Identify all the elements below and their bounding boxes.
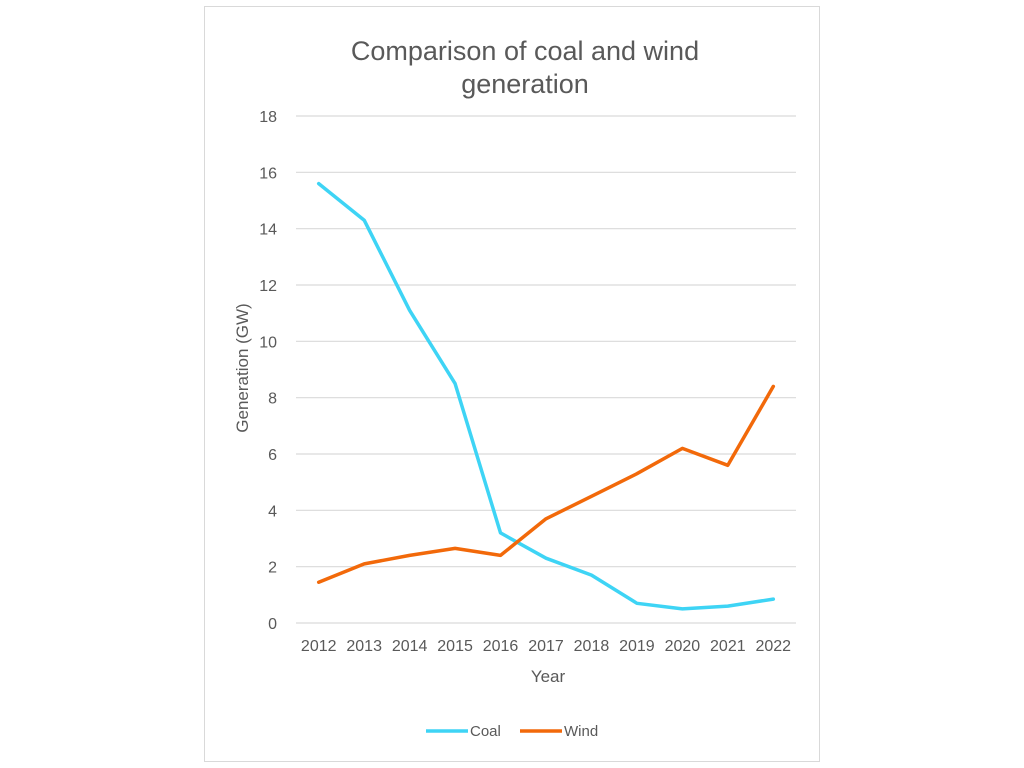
chart-title: Comparison of coal and wind generation <box>351 36 699 99</box>
chart-title-line-1: Comparison of coal and wind <box>351 36 699 66</box>
y-tick-label: 4 <box>268 503 277 520</box>
x-tick-label: 2013 <box>346 638 382 655</box>
y-tick-label: 16 <box>259 165 277 182</box>
y-tick-label: 18 <box>259 109 277 126</box>
x-tick-label: 2016 <box>483 638 519 655</box>
x-tick-label: 2018 <box>574 638 610 655</box>
series-line-wind <box>316 384 776 584</box>
series-line-coal <box>316 181 776 611</box>
gridlines <box>296 115 796 624</box>
y-tick-label: 10 <box>259 334 277 351</box>
y-tick-label: 12 <box>259 278 277 295</box>
x-tick-label: 2020 <box>665 638 701 655</box>
legend-item-wind: Wind <box>520 723 598 740</box>
x-tick-label: 2017 <box>528 638 564 655</box>
x-tick-label: 2021 <box>710 638 746 655</box>
legend-label: Coal <box>470 723 501 740</box>
chart-area <box>204 6 820 762</box>
x-axis-ticks: 2012 2013 2014 2015 2016 2017 2018 2019 2020 2021… <box>301 638 791 655</box>
x-tick-label: 2019 <box>619 638 655 655</box>
chart-title-line-2: generation <box>461 69 589 99</box>
legend-item-coal: Coal <box>426 723 501 740</box>
x-tick-label: 2012 <box>301 638 337 655</box>
series-lines <box>316 181 776 611</box>
x-tick-label: 2022 <box>755 638 791 655</box>
y-axis-ticks: 0 2 4 6 8 10 12 14 16 18 <box>259 109 277 633</box>
x-tick-label: 2015 <box>437 638 473 655</box>
y-tick-label: 2 <box>268 560 277 577</box>
y-tick-label: 14 <box>259 222 277 239</box>
legend: Coal Wind <box>426 723 598 740</box>
y-tick-label: 8 <box>268 391 277 408</box>
x-tick-label: 2014 <box>392 638 428 655</box>
x-axis-label: Year <box>531 667 566 686</box>
y-axis-label: Generation (GW) <box>233 303 252 432</box>
y-tick-label: 0 <box>268 616 277 633</box>
y-tick-label: 6 <box>268 447 277 464</box>
legend-label: Wind <box>564 723 598 740</box>
